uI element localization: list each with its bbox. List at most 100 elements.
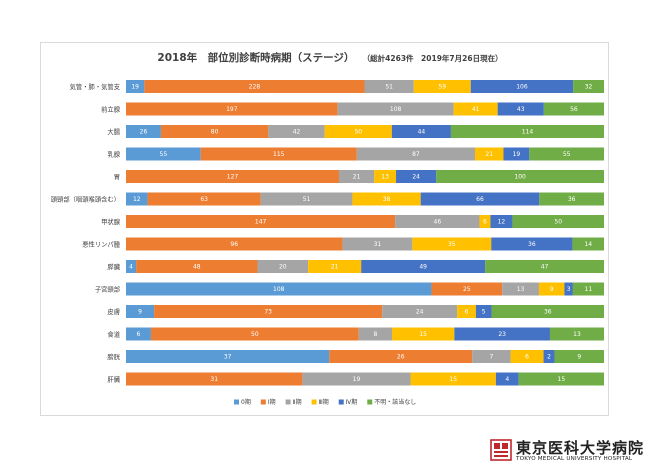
bar-segment <box>342 237 413 251</box>
data-label: 51 <box>385 84 393 91</box>
category-label: 気管・肺・気管支 <box>70 82 121 91</box>
bar-segment <box>126 237 343 251</box>
bar-segment <box>126 125 161 138</box>
bar-segment <box>337 102 454 116</box>
data-label: 9 <box>577 354 581 361</box>
data-label: 48 <box>193 264 201 271</box>
bar-segment <box>564 282 573 296</box>
data-label: 56 <box>570 106 578 113</box>
data-label: 96 <box>230 241 238 248</box>
category-label: 乳腺 <box>107 149 120 158</box>
data-label: 26 <box>397 354 405 361</box>
data-label: 127 <box>227 174 239 181</box>
category-label: 皮膚 <box>107 307 120 316</box>
category-label: 肝臓 <box>107 374 120 383</box>
data-label: 4 <box>129 264 133 271</box>
bar-segment <box>573 80 604 93</box>
data-label: 19 <box>513 151 521 158</box>
bar-segment <box>479 215 491 228</box>
category-label: 膵臓 <box>107 262 120 271</box>
bar-segment <box>374 170 397 183</box>
category-label: 大腸 <box>107 127 120 136</box>
bar-segment <box>150 327 359 341</box>
bar-segment <box>412 237 492 251</box>
data-label: 6 <box>525 354 529 361</box>
bar-segment <box>126 305 155 318</box>
bar-segment <box>410 372 496 386</box>
category-label: 甲状腺 <box>101 217 121 226</box>
bar-segment <box>339 170 375 183</box>
bar-segment <box>352 192 421 206</box>
chart-title-row: 2018年 部位別診断時病期（ステージ） （総計4263件 2019年7月26日現… <box>0 50 660 65</box>
bar-segment <box>431 282 503 296</box>
legend-swatch <box>367 399 373 405</box>
logo-name-en: TOKYO MEDICAL UNIVERSITY HOSPITAL <box>516 456 633 462</box>
data-label: 11 <box>585 286 593 293</box>
university-seal-icon <box>490 439 512 461</box>
hospital-logo: 東京医科大学病院 TOKYO MEDICAL UNIVERSITY HOSPIT… <box>488 437 658 465</box>
data-label: 66 <box>476 196 484 203</box>
bar-segment <box>420 192 540 206</box>
data-label: 20 <box>279 264 287 271</box>
bar-segment <box>358 327 393 341</box>
bar-segment <box>413 80 471 93</box>
data-label: 147 <box>255 219 267 226</box>
bar-segment <box>503 147 530 161</box>
bar-segment <box>126 170 340 183</box>
bar-segment <box>268 125 325 138</box>
legend-swatch <box>260 399 266 405</box>
data-label: 80 <box>211 129 219 136</box>
data-label: 5 <box>482 309 486 316</box>
bar-segment <box>361 260 486 273</box>
bar-segment <box>457 305 476 318</box>
logo-name-jp: 東京医科大学病院 <box>516 439 645 457</box>
bar-segment <box>382 305 458 318</box>
bar-segment <box>308 260 362 273</box>
category-label: 前立腺 <box>101 104 121 113</box>
data-label: 36 <box>528 241 536 248</box>
data-label: 50 <box>554 219 562 226</box>
bar-segment <box>126 102 338 116</box>
data-label: 24 <box>416 309 424 316</box>
bar-segment <box>126 260 137 273</box>
bar-segment <box>554 350 604 363</box>
bar-segment <box>302 372 411 386</box>
data-label: 9 <box>550 286 554 293</box>
bar-segment <box>475 305 492 318</box>
bar-segment <box>136 260 258 273</box>
bar-segment <box>453 102 498 116</box>
bar-segment <box>543 350 555 363</box>
category-label: 頭頸部（咽頭喉頭含む） <box>51 194 120 203</box>
legend-swatch <box>338 399 344 405</box>
bar-segment <box>474 147 504 161</box>
data-label: 108 <box>390 106 402 113</box>
data-label: 35 <box>448 241 456 248</box>
bar-segment <box>539 192 604 206</box>
bar-segment <box>392 327 455 341</box>
data-label: 12 <box>133 196 141 203</box>
data-label: 8 <box>373 331 377 338</box>
data-label: 49 <box>419 264 427 271</box>
data-label: 6 <box>483 219 487 226</box>
data-label: 19 <box>131 84 139 91</box>
bar-segment <box>396 170 437 183</box>
data-label: 36 <box>568 196 576 203</box>
category-label: 食道 <box>107 329 120 338</box>
data-label: 51 <box>303 196 311 203</box>
bar-segment <box>260 192 353 206</box>
data-label: 2 <box>547 354 551 361</box>
data-label: 55 <box>160 151 168 158</box>
data-label: 24 <box>412 174 420 181</box>
bar-segment <box>510 350 544 363</box>
bar-segment <box>470 80 574 93</box>
bar-segment <box>529 147 604 161</box>
legend-label: 不明・該当なし <box>374 398 416 406</box>
data-label: 31 <box>374 241 382 248</box>
bar-segment <box>491 237 573 251</box>
bar-segment <box>147 192 261 206</box>
bar-segment <box>572 282 604 296</box>
data-label: 19 <box>353 376 361 383</box>
bar-segment <box>395 215 480 228</box>
data-label: 15 <box>558 376 566 383</box>
data-label: 41 <box>472 106 480 113</box>
